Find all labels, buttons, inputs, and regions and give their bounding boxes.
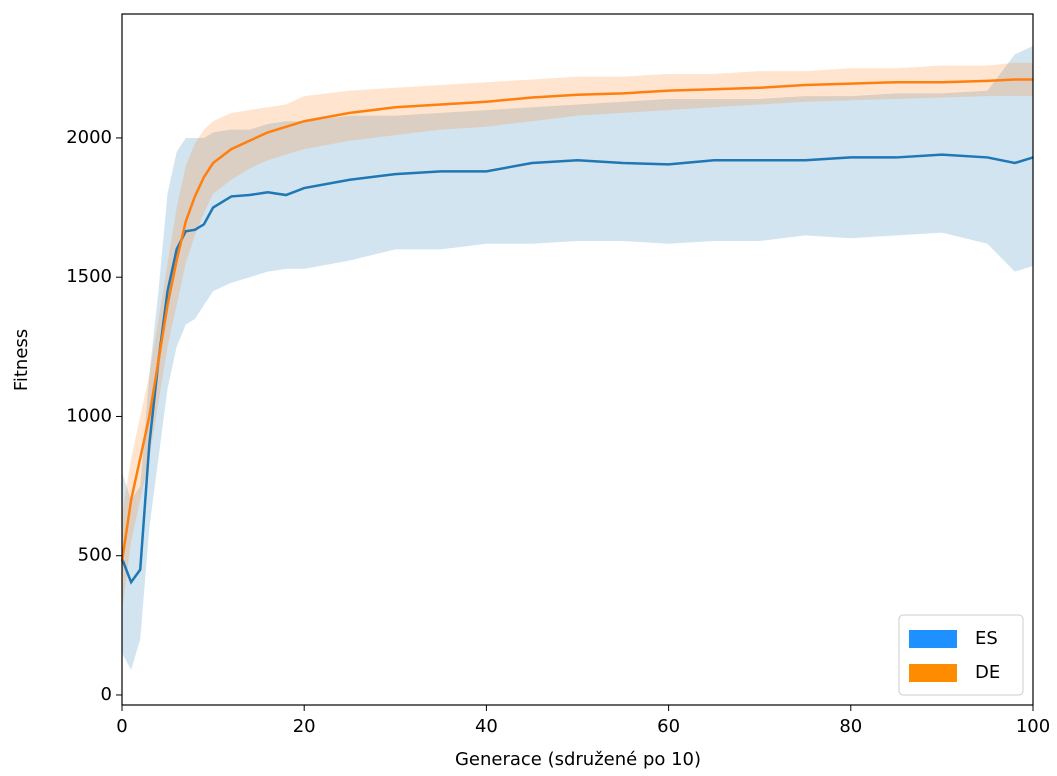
x-tick-label: 80 bbox=[839, 716, 862, 737]
x-tick-label: 20 bbox=[293, 716, 316, 737]
x-tick-label: 60 bbox=[657, 716, 680, 737]
x-axis-label: Generace (sdružené po 10) bbox=[455, 749, 701, 770]
plot-frame bbox=[121, 13, 1034, 706]
legend-swatch bbox=[909, 664, 957, 682]
x-tick-label: 40 bbox=[475, 716, 498, 737]
legend-label: ES bbox=[975, 628, 998, 649]
x-tick-label: 0 bbox=[116, 716, 127, 737]
line bbox=[120, 78, 1033, 562]
y-tick-label: 0 bbox=[101, 684, 112, 705]
y-tick-label: 500 bbox=[78, 545, 112, 566]
legend-frame bbox=[898, 614, 1024, 696]
band bbox=[122, 46, 1033, 670]
legend-swatch bbox=[909, 630, 957, 648]
line bbox=[120, 153, 1034, 585]
x-tick-label: 100 bbox=[1016, 716, 1050, 737]
y-tick-label: 2000 bbox=[66, 127, 112, 148]
y-tick-label: 1000 bbox=[66, 405, 112, 426]
y-axis-label: Fitness bbox=[11, 329, 32, 391]
y-tick-label: 1500 bbox=[66, 266, 112, 287]
legend-label: DE bbox=[975, 662, 1000, 683]
